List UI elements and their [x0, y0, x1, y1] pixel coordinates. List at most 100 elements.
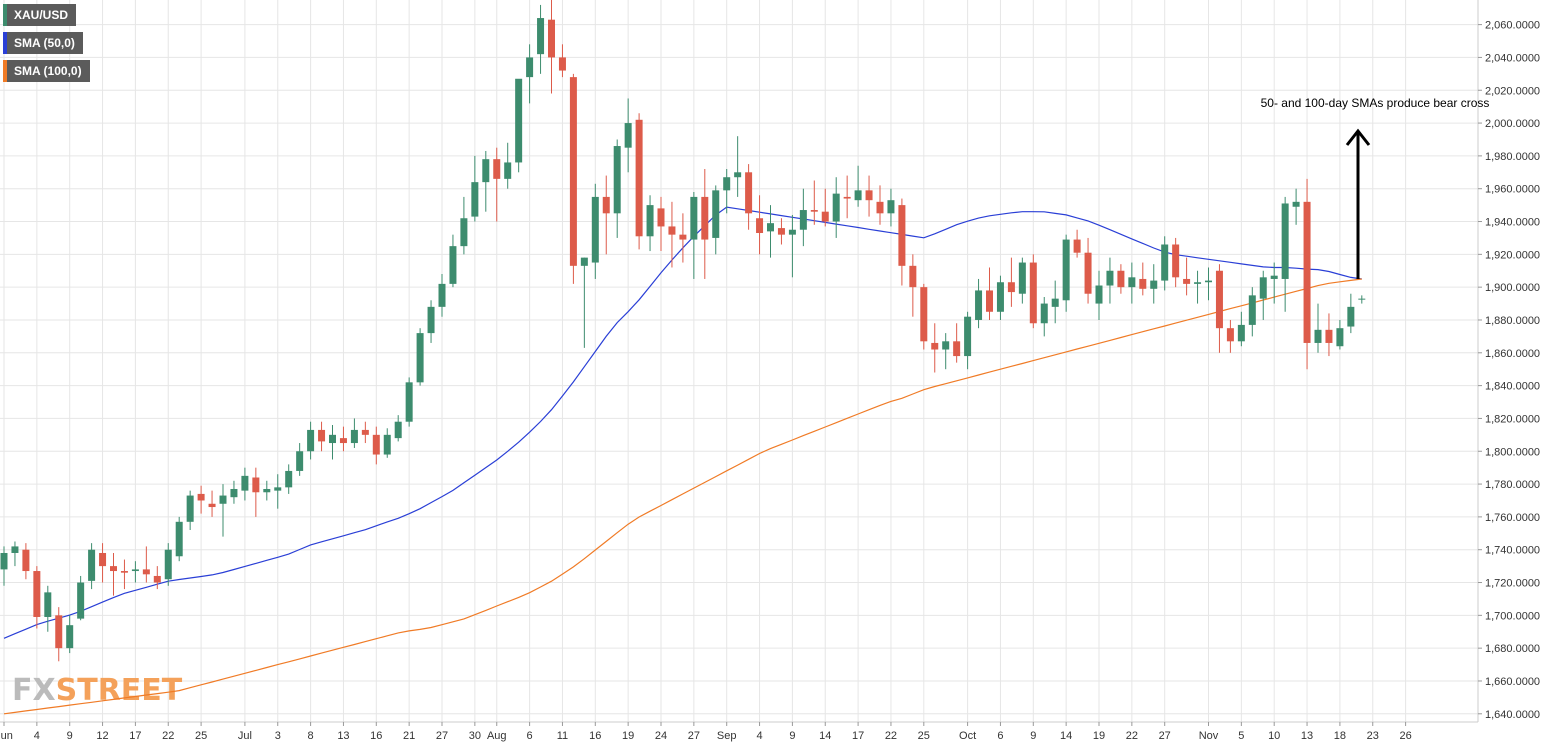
- y-tick-label: 2,060.0000: [1485, 20, 1540, 32]
- candle-down: [1172, 237, 1180, 288]
- candle-up: [219, 484, 227, 537]
- candle-body: [635, 119, 643, 237]
- candle-body: [1040, 303, 1048, 324]
- candle-down: [22, 543, 30, 580]
- candle-up: [942, 333, 950, 370]
- candle-up: [131, 561, 139, 583]
- x-tick-label: 5: [1238, 730, 1244, 742]
- x-tick-label: Sep: [717, 730, 737, 742]
- candle-body: [712, 190, 720, 238]
- candle-body: [1226, 328, 1234, 342]
- candle-up: [591, 183, 599, 279]
- candle-body: [1248, 295, 1256, 325]
- legend-sma100-label: SMA (100,0): [14, 64, 82, 78]
- candle-down: [372, 426, 380, 465]
- candle-body: [1259, 277, 1267, 299]
- candle-up: [537, 4, 545, 74]
- candle-up: [887, 188, 895, 227]
- x-tick-label: 13: [337, 730, 349, 742]
- candle-body: [164, 549, 172, 580]
- candle-up: [1150, 264, 1158, 304]
- candle-body: [569, 77, 577, 266]
- sma50-swatch: [3, 32, 7, 54]
- candle-body: [591, 196, 599, 263]
- candle-body: [197, 493, 205, 501]
- candle-body: [602, 196, 610, 214]
- x-tick-label: 9: [67, 730, 73, 742]
- candle-up: [449, 234, 457, 288]
- candle-body: [1095, 285, 1103, 304]
- candle-body: [558, 57, 566, 71]
- x-tick-label: 21: [403, 730, 415, 742]
- candle-down: [953, 323, 961, 363]
- candle-body: [723, 177, 731, 191]
- candle-body: [438, 283, 446, 307]
- candle-body: [734, 172, 742, 178]
- y-tick-label: 2,040.0000: [1485, 52, 1540, 64]
- candle-down: [1117, 264, 1125, 294]
- candle-down: [110, 552, 117, 596]
- candle-up: [416, 328, 424, 386]
- candle-body: [1270, 275, 1278, 279]
- candle-down: [679, 213, 687, 263]
- candle-body: [526, 57, 534, 78]
- candle-down: [1007, 257, 1015, 307]
- candle-body: [668, 226, 676, 235]
- candle-body: [876, 201, 884, 214]
- candle-down: [120, 559, 128, 590]
- candle-up: [350, 418, 358, 448]
- x-tick-label: 3: [275, 730, 281, 742]
- candle-body: [66, 625, 74, 649]
- candle-body: [1150, 280, 1158, 289]
- legend-sma50[interactable]: SMA (50,0): [3, 32, 83, 54]
- candle-up: [1095, 270, 1103, 320]
- candle-body: [964, 316, 972, 357]
- candle-down: [657, 196, 665, 252]
- candle-body: [120, 571, 128, 573]
- x-tick-label: 9: [789, 730, 795, 742]
- candle-body: [1172, 244, 1180, 278]
- annotation-text: 50- and 100-day SMAs produce bear cross: [1261, 96, 1490, 110]
- y-tick-label: 1,980.0000: [1485, 151, 1540, 163]
- candle-up: [438, 274, 446, 317]
- x-tick-label: 27: [688, 730, 700, 742]
- candle-body: [1314, 329, 1322, 343]
- x-tick-label: 30: [469, 730, 481, 742]
- candle-body: [471, 182, 479, 217]
- candle-body: [416, 333, 424, 383]
- candle-body: [1073, 239, 1081, 253]
- candle-body: [832, 193, 840, 222]
- x-tick-label: 12: [96, 730, 108, 742]
- candle-body: [460, 218, 468, 247]
- x-tick-label: 25: [918, 730, 930, 742]
- candle-body: [854, 190, 862, 201]
- candle-up: [66, 615, 74, 654]
- x-tick-label: 9: [1030, 730, 1036, 742]
- candle-up: [482, 150, 490, 212]
- candle-down: [208, 490, 216, 517]
- candle-body: [241, 475, 249, 491]
- candle-down: [339, 426, 347, 452]
- candle-body: [1018, 262, 1026, 294]
- candle-body: [361, 429, 369, 435]
- candle-down: [142, 546, 150, 583]
- x-tick-label: Jun: [0, 730, 13, 742]
- candle-up: [1062, 234, 1070, 312]
- candles: [0, 0, 1366, 662]
- legend-sma100[interactable]: SMA (100,0): [3, 60, 90, 82]
- x-tick-label: 27: [436, 730, 448, 742]
- candle-up: [88, 543, 96, 590]
- candle-up: [230, 480, 238, 504]
- candle-body: [1205, 280, 1212, 283]
- candle-body: [1194, 282, 1202, 284]
- candle-body: [175, 521, 183, 557]
- candle-up: [1270, 262, 1278, 304]
- candle-down: [701, 169, 709, 279]
- candle-body: [646, 205, 654, 237]
- candle-up: [964, 311, 972, 370]
- candle-down: [153, 566, 161, 590]
- candle-up: [690, 191, 698, 279]
- candle-body: [1161, 244, 1169, 281]
- candle-body: [580, 257, 588, 266]
- legend-symbol[interactable]: XAU/USD: [3, 4, 77, 26]
